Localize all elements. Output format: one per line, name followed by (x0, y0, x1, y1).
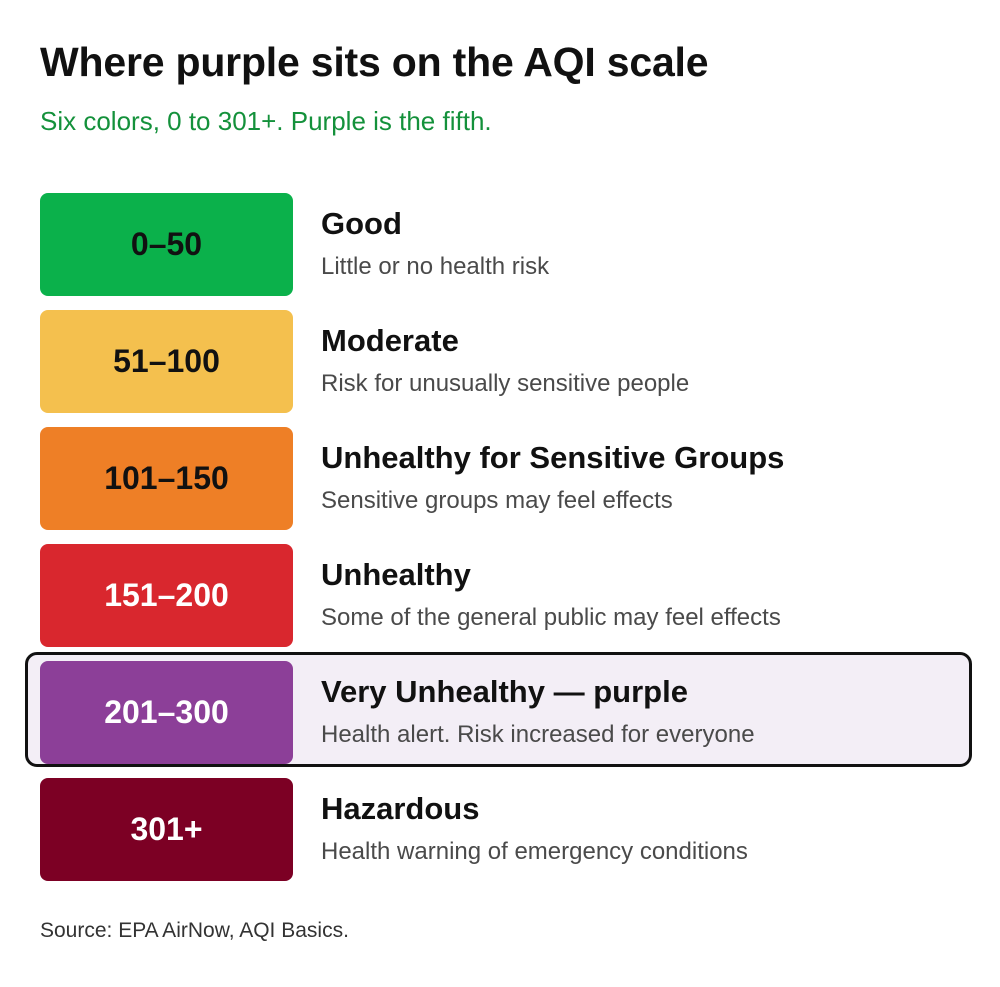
aqi-row-hazardous: 301+ Hazardous Health warning of emergen… (40, 778, 960, 881)
category-description: Sensitive groups may feel effects (321, 487, 673, 514)
range-swatch: 101–150 (40, 427, 293, 530)
page-title: Where purple sits on the AQI scale (40, 39, 709, 85)
source-note: Source: EPA AirNow, AQI Basics. (40, 919, 349, 942)
category-label: Hazardous (321, 791, 480, 826)
aqi-row-unhealthy-sensitive: 101–150 Unhealthy for Sensitive Groups S… (40, 427, 960, 530)
subtitle: Six colors, 0 to 301+. Purple is the fif… (40, 106, 492, 136)
category-label: Moderate (321, 323, 459, 358)
category-label: Unhealthy (321, 557, 471, 592)
aqi-row-moderate: 51–100 Moderate Risk for unusually sensi… (40, 310, 960, 413)
category-description: Risk for unusually sensitive people (321, 370, 690, 397)
aqi-row-good: 0–50 Good Little or no health risk (40, 193, 960, 296)
category-description: Some of the general public may feel effe… (321, 604, 781, 631)
category-label: Unhealthy for Sensitive Groups (321, 440, 785, 475)
aqi-row-unhealthy: 151–200 Unhealthy Some of the general pu… (40, 544, 960, 647)
range-swatch: 151–200 (40, 544, 293, 647)
category-label: Good (321, 206, 402, 241)
category-label: Very Unhealthy — purple (321, 674, 688, 709)
category-description: Health warning of emergency conditions (321, 838, 748, 865)
category-description: Health alert. Risk increased for everyon… (321, 721, 755, 748)
range-swatch: 201–300 (40, 661, 293, 764)
aqi-row-very-unhealthy: 201–300 Very Unhealthy — purple Health a… (25, 652, 972, 767)
category-description: Little or no health risk (321, 253, 550, 280)
range-swatch: 51–100 (40, 310, 293, 413)
range-swatch: 301+ (40, 778, 293, 881)
range-swatch: 0–50 (40, 193, 293, 296)
